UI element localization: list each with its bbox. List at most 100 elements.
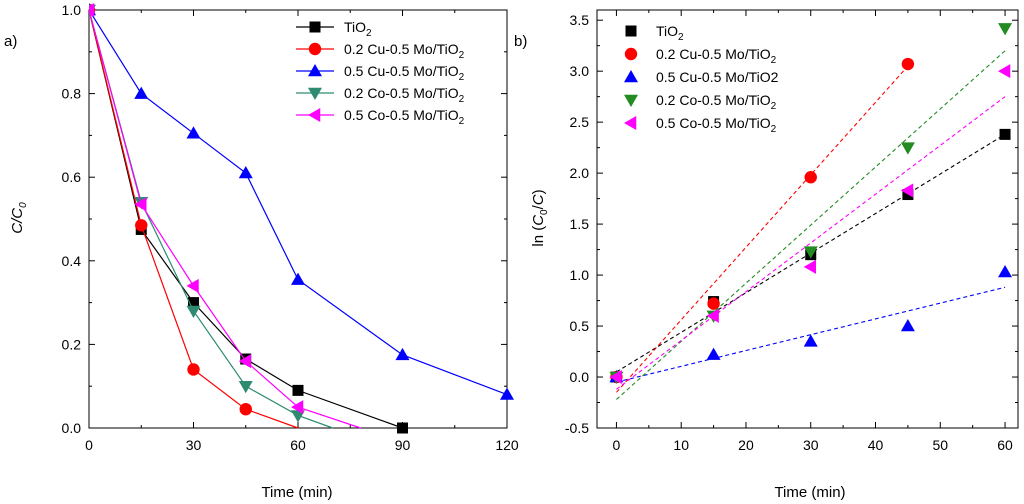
panel-a-legend-label-2: 0.5 Cu-0.5 Mo/TiO2 [344,63,465,83]
panel-b-series-2-point-3 [900,319,915,332]
panel-b-legend-label-4: 0.5 Co-0.5 Mo/TiO2 [656,115,777,135]
panel-a-series-2-point-4 [291,272,305,285]
panel-a-legend-label-3: 0.2 Co-0.5 Mo/TiO2 [344,85,465,105]
panel-b-frame [596,9,1019,429]
panel-b-legend: TiO2 0.2 Cu-0.5 Mo/TiO2 0.5 Cu-0.5 Mo/TiO2… [624,23,779,135]
panel-a-series-3 [89,4,334,429]
panel-a-ytick-label-4: 0.8 [62,86,82,102]
panel-b-xtick-label-5: 50 [932,437,948,453]
panel-a-ylabel-sub: 0 [18,202,29,208]
panel-a-series-3-point-4 [291,410,305,423]
panel-b-series-1-point-2 [804,171,817,184]
panel-a-series-4-point-0 [89,3,95,17]
panel-a-series-4-point-3 [238,354,251,369]
panel-a-ytick-label-2: 0.4 [62,253,82,269]
panel-a-xtick-label-1: 30 [186,437,202,453]
panel-a-series-1-point-3 [239,402,252,416]
panel-a-series-4-point-1 [134,197,147,212]
panel-a-series-4-point-2 [186,278,199,293]
panel-a-xlabel: Time (min) [261,484,332,501]
panel-a-series-0-line [89,9,403,429]
panel-b-ytick-label-5: 2.0 [570,165,590,181]
panel-b-legend-label-1: 0.2 Cu-0.5 Mo/TiO2 [656,46,777,66]
panel-b-legend-marker-1 [624,47,638,61]
panel-b-series-2-point-1 [706,347,721,360]
panel-b-ytick-label-8: 3.5 [570,12,590,28]
panel-b-legend-label-3: 0.2 Co-0.5 Mo/TiO2 [656,92,777,112]
panel-b-ytick-label-2: 0.5 [570,318,590,334]
panel-b-ytick-label-6: 2.5 [570,114,590,130]
panel-b-xtick-label-0: 0 [613,437,621,453]
panel-a-legend-label-4: 0.5 Co-0.5 Mo/TiO2 [344,107,465,127]
panel-a-series-2-point-5 [395,347,410,361]
panel-a-series-2-point-2 [186,126,201,139]
panel-b-series-1-point-1 [707,297,720,310]
panel-b-series-4-point-2 [803,259,816,274]
panel-a-ytick-label-1: 0.2 [62,336,82,352]
panel-a-series-3-point-3 [238,380,253,394]
panel-b-ytick-label-1: 0.0 [570,369,590,385]
panel-b-legend-label-0: TiO2 [656,23,684,43]
panel-b-series-4-point-4 [998,64,1011,79]
panel-a-legend-label-0: TiO2 [344,19,372,39]
panel-b-series-0-point-3 [902,189,914,201]
panel-a-legend-marker-2 [308,64,322,77]
panel-b-series-4-point-0 [609,370,622,385]
panel-a-series-2-point-3 [238,166,253,179]
panel-a-xtick-label-4: 120 [495,437,519,453]
panel-b-ylabel-close: ) [530,189,547,194]
panel-a-ylabel: C/C0 [9,202,29,234]
panel-b-ylabel-pre: ln ( [530,226,547,247]
panel-a-ytick-label-0: 0.0 [62,420,82,436]
panel-b-series-2-point-2 [803,334,818,347]
panel-b-ylabel-slash: / [530,204,547,209]
panel-b-legend-marker-2 [624,70,638,83]
panel-a-series-3-point-2 [186,305,201,318]
panel-b-series-1-point-3 [901,57,915,71]
panel-b-ytick-label-0: -0.5 [565,420,589,436]
panel-a-xtick-label-3: 90 [395,437,411,453]
panel-a-series-3-line [89,9,334,429]
panel-a-ytick-label-5: 1.0 [62,2,82,18]
panel-a-series-2-point-1 [134,86,149,99]
panel-a-series-2-point-6 [500,387,514,400]
panel-a-xtick-label-0: 0 [85,437,93,453]
panel-a-legend-label-1: 0.2 Cu-0.5 Mo/TiO2 [344,41,465,61]
panel-a-xtick-label-2: 60 [290,437,306,453]
panel-b-xlabel: Time (min) [774,484,845,501]
panel-b-series-3-point-3 [900,142,915,155]
panel-a-series-0-point-2 [188,297,199,309]
panel-b-label: b) [514,33,527,50]
panel-b-xtick-label-3: 30 [803,437,819,453]
panel-a-legend-marker-0 [309,21,321,33]
panel-b-xtick-label-6: 60 [997,437,1013,453]
panel-a-series-4-line [89,9,361,429]
panel-b-xtick-label-2: 20 [738,437,754,453]
panel-b-series-2-point-4 [998,265,1013,278]
panel-b-xtick-label-4: 40 [868,437,884,453]
panel-b-series-4-point-3 [900,183,914,198]
panel-b-series-3-point-2 [803,246,818,259]
panel-b-series-2-fit [616,286,1006,383]
panel-b-legend-marker-3 [624,94,638,107]
panel-b-series-1 [610,57,915,393]
panel-a-legend-marker-1 [308,42,322,56]
panel-b-series-4-point-1 [706,308,719,323]
panel-b-ytick-label-3: 1.0 [570,267,590,283]
panel-b-xtick-label-1: 10 [673,437,689,453]
panel-a-legend-marker-3 [308,87,322,100]
panel-b-ylabel-c: C [530,194,547,205]
panel-a-ytick-label-3: 0.6 [62,169,82,185]
panel-a-series-4 [89,3,361,429]
panel-b-series-3-point-4 [998,23,1013,36]
panel-a-series-0-point-5 [397,422,408,434]
panel-b-series-0-point-4 [999,128,1011,140]
panel-a-series-0-point-4 [292,384,304,396]
panel-a-legend-marker-4 [308,108,321,122]
panel-a-series-4-point-4 [291,400,304,415]
panel-b-series-3-fit [616,50,1006,400]
panel-a-series-1-point-2 [187,363,200,376]
